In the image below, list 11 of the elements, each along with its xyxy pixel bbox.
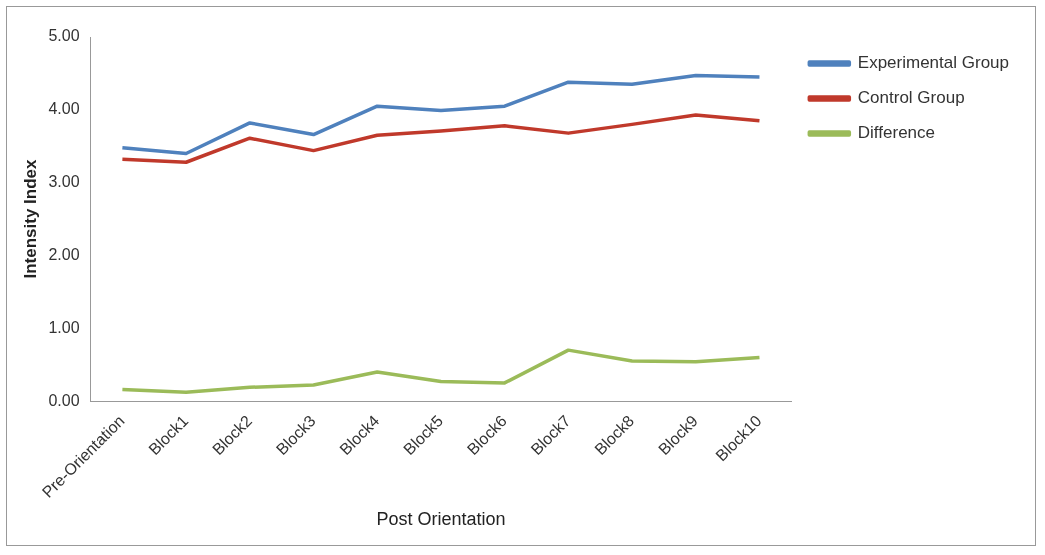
y-tick-label: 2.00 [48,245,80,263]
y-tick-label: 0.00 [48,391,80,409]
y-tick-label: 1.00 [48,318,80,336]
x-axis-title: Post Orientation [376,509,506,530]
legend-label: Experimental Group [857,53,1010,73]
y-tick-label: 3.00 [48,173,80,191]
y-tick-label: 4.00 [48,100,80,118]
y-tick-label: 5.00 [48,27,80,45]
y-axis-title: Intensity Index [20,159,40,279]
legend-label: Control Group [857,88,965,108]
legend-label: Difference [857,123,936,143]
